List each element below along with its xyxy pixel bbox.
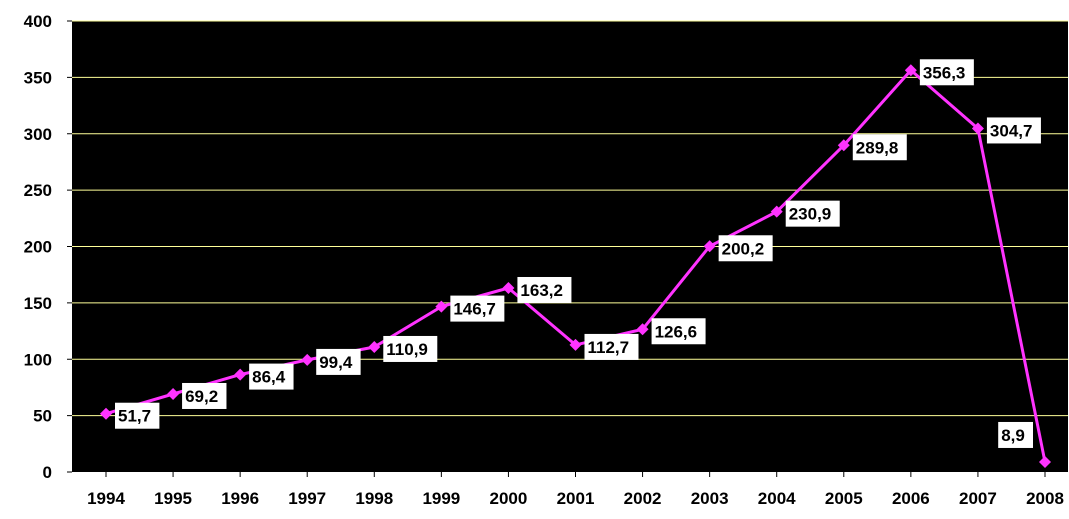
x-tick-label: 1999: [422, 489, 460, 508]
data-label-text: 163,2: [520, 281, 563, 300]
data-label-text: 356,3: [923, 63, 966, 82]
data-label-text: 200,2: [722, 239, 765, 258]
data-label: 126,6: [651, 318, 706, 345]
data-label-box: [249, 363, 294, 390]
data-label-box: [986, 117, 1041, 144]
y-tick-label: 50: [33, 407, 52, 426]
data-point-marker: [234, 368, 247, 381]
data-label: 99,4: [316, 348, 361, 375]
data-label-box: [998, 421, 1033, 448]
data-label: 146,7: [450, 295, 505, 322]
x-tick-label: 1994: [87, 489, 125, 508]
data-label-box: [651, 318, 706, 345]
y-tick-label: 150: [24, 294, 52, 313]
data-label-box: [718, 235, 773, 262]
y-tick-label: 350: [24, 68, 52, 87]
data-label: 230,9: [785, 200, 840, 227]
data-label: 110,9: [383, 335, 438, 362]
x-tick-label: 2003: [691, 489, 729, 508]
y-tick-label: 200: [24, 238, 52, 257]
data-label-box: [517, 276, 572, 303]
y-tick-label: 250: [24, 181, 52, 200]
data-labels: 51,7 69,2 86,4 99,4 110,9 146,7 163,2 112,7 126,…: [115, 59, 1041, 448]
y-tick-label: 400: [24, 12, 52, 31]
data-point-marker: [770, 205, 783, 218]
data-point-marker: [435, 300, 448, 313]
x-tick-label: 2007: [959, 489, 997, 508]
data-label-box: [852, 134, 907, 161]
x-tick-label: 2008: [1026, 489, 1064, 508]
data-label-text: 289,8: [856, 138, 899, 157]
data-label-box: [919, 59, 974, 86]
data-label-box: [383, 335, 438, 362]
data-point-marker: [502, 281, 515, 294]
data-label-box: [316, 348, 361, 375]
data-label: 51,7: [115, 402, 160, 429]
data-label-text: 230,9: [789, 205, 832, 224]
data-point-marker: [837, 139, 850, 152]
data-label-text: 112,7: [588, 338, 630, 357]
data-point-marker: [100, 407, 112, 420]
data-markers: [100, 64, 1051, 468]
data-label-text: 146,7: [453, 300, 496, 319]
data-point-marker: [368, 340, 381, 353]
x-tick-label: 1996: [221, 489, 259, 508]
data-point-marker: [636, 323, 649, 336]
data-label: 69,2: [182, 382, 227, 409]
data-label: 200,2: [718, 235, 773, 262]
y-tick-label: 0: [43, 463, 52, 482]
y-tick-label: 300: [24, 125, 52, 144]
x-tick-label: 2002: [624, 489, 662, 508]
x-tick-label: 2005: [825, 489, 863, 508]
data-point-marker: [904, 64, 917, 77]
data-label-text: 69,2: [185, 387, 218, 406]
data-label-box: [450, 295, 505, 322]
data-label-box: [182, 382, 227, 409]
x-tick-label: 1995: [154, 489, 192, 508]
data-label: 163,2: [517, 276, 572, 303]
data-point-marker: [167, 387, 180, 400]
data-label-box: [115, 402, 160, 429]
data-label-text: 51,7: [118, 407, 151, 426]
data-label-text: 110,9: [386, 340, 428, 359]
data-label-box: [785, 200, 840, 227]
data-label-text: 99,4: [319, 353, 353, 372]
data-label-text: 86,4: [252, 368, 286, 387]
x-tick-label: 2001: [557, 489, 595, 508]
data-point-marker: [301, 353, 314, 366]
data-label: 304,7: [986, 117, 1041, 144]
x-axis-ticks: 1994 1995 1996 1997 1998 1999 2000 2001 2002 2003…: [87, 472, 1064, 508]
x-tick-label: 2000: [490, 489, 528, 508]
data-label: 289,8: [852, 134, 907, 161]
x-tick-label: 1998: [355, 489, 393, 508]
x-tick-label: 1997: [288, 489, 326, 508]
data-label: 8,9: [998, 421, 1033, 448]
data-label: 86,4: [249, 363, 294, 390]
data-label-text: 126,6: [655, 322, 698, 341]
y-tick-label: 100: [24, 350, 52, 369]
x-tick-label: 2006: [892, 489, 930, 508]
data-point-marker: [1039, 455, 1051, 468]
data-point-marker: [703, 240, 716, 253]
data-point-marker: [971, 122, 984, 135]
x-tick-label: 2004: [758, 489, 796, 508]
data-point-marker: [569, 338, 582, 351]
data-label: 356,3: [919, 59, 974, 86]
data-label-box: [584, 333, 639, 360]
data-label-text: 8,9: [1001, 426, 1025, 445]
y-axis-ticks: 0 50 100 150 200 250 300 350 400: [24, 12, 72, 482]
data-label: 112,7: [584, 333, 639, 360]
data-label-text: 304,7: [990, 121, 1033, 140]
